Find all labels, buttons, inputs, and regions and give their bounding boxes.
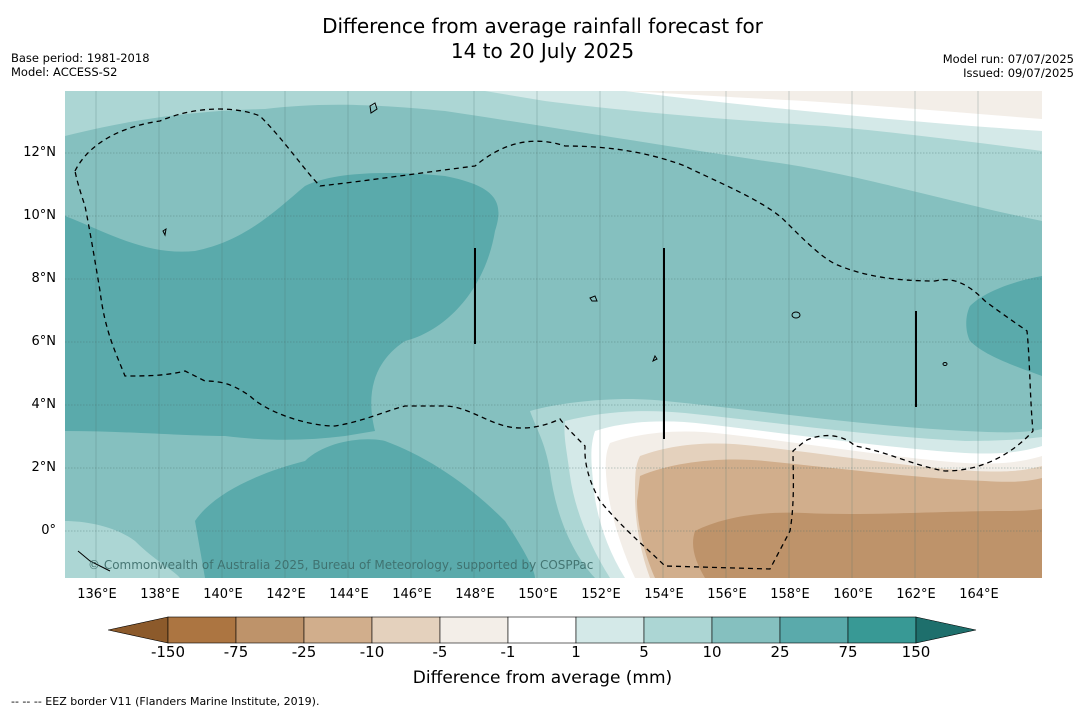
lon-label: 154°E xyxy=(644,587,684,602)
colorbar-tick-label: 150 xyxy=(901,643,931,661)
model-run: Model run: 07/07/2025 xyxy=(942,52,1074,66)
colorbar-bin xyxy=(711,616,781,644)
colorbar-svg xyxy=(107,616,977,644)
lon-label: 148°E xyxy=(455,587,495,602)
title-line-1: Difference from average rainfall forecas… xyxy=(322,14,763,38)
lon-label: 158°E xyxy=(770,587,810,602)
lat-label: 6°N xyxy=(31,334,57,349)
colorbar-tick-label: 1 xyxy=(571,643,581,661)
colorbar-bin xyxy=(303,616,373,644)
footnote: -- -- -- EEZ border V11 (Flanders Marine… xyxy=(11,695,320,708)
map-title: Difference from average rainfall forecas… xyxy=(0,14,1085,64)
lon-label: 156°E xyxy=(707,587,747,602)
colorbar xyxy=(107,616,978,648)
lat-label: 10°N xyxy=(23,208,56,223)
eez-border xyxy=(74,108,1034,570)
colorbar-tick-label: -75 xyxy=(223,643,249,661)
lon-label: 136°E xyxy=(77,587,117,602)
colorbar-extend-high xyxy=(915,616,977,644)
colorbar-tick-label: -25 xyxy=(291,643,317,661)
colorbar-bin xyxy=(235,616,305,644)
colorbar-bin xyxy=(439,616,509,644)
colorbar-bin xyxy=(779,616,849,644)
colorbar-tick-label: 75 xyxy=(838,643,858,661)
lon-label: 162°E xyxy=(896,587,936,602)
lon-label: 144°E xyxy=(329,587,369,602)
colorbar-tick-label: 25 xyxy=(770,643,790,661)
colorbar-tick-label: -1 xyxy=(500,643,516,661)
lat-label: 8°N xyxy=(31,271,57,286)
map-canvas xyxy=(65,91,1042,578)
colorbar-tick-label: -5 xyxy=(432,643,448,661)
colorbar-label: Difference from average (mm) xyxy=(412,668,673,688)
graticule-lat xyxy=(65,152,1042,532)
copyright-text: © Commonwealth of Australia 2025, Bureau… xyxy=(88,558,594,572)
colorbar-bin xyxy=(643,616,713,644)
colorbar-tick-label: 10 xyxy=(702,643,722,661)
issued-date: Issued: 09/07/2025 xyxy=(963,66,1074,80)
rainfall-map xyxy=(65,91,1042,578)
lon-label: 138°E xyxy=(140,587,180,602)
colorbar-bin xyxy=(167,616,237,644)
lon-label: 150°E xyxy=(518,587,558,602)
meta-right: Model run: 07/07/2025 Issued: 09/07/2025 xyxy=(943,52,1074,80)
lon-label: 140°E xyxy=(203,587,243,602)
colorbar-tick-label: 5 xyxy=(639,643,649,661)
colorbar-bin xyxy=(847,616,917,644)
teal-core-south xyxy=(195,439,535,578)
colorbar-bin xyxy=(507,616,577,644)
lat-label: 0° xyxy=(41,523,56,538)
colorbar-extend-low xyxy=(107,616,169,644)
base-period: Base period: 1981-2018 xyxy=(11,51,150,65)
tan-band-north xyxy=(600,91,1042,119)
pale-blob-sw xyxy=(65,521,180,578)
title-line-2: 14 to 20 July 2025 xyxy=(450,39,635,63)
lat-label: 2°N xyxy=(31,460,57,475)
meta-left: Base period: 1981-2018 Model: ACCESS-S2 xyxy=(11,51,150,79)
lon-label: 146°E xyxy=(392,587,432,602)
lon-label: 142°E xyxy=(266,587,306,602)
lon-label: 152°E xyxy=(581,587,621,602)
dark-tan xyxy=(693,509,1042,578)
teal-core-west xyxy=(65,173,499,440)
lat-label: 4°N xyxy=(31,397,57,412)
model-name: Model: ACCESS-S2 xyxy=(11,65,118,79)
colorbar-tick-label: -150 xyxy=(150,643,186,661)
colorbar-bin xyxy=(371,616,441,644)
colorbar-tick-label: -10 xyxy=(359,643,385,661)
lon-label: 160°E xyxy=(833,587,873,602)
islands xyxy=(77,102,948,572)
lat-label: 12°N xyxy=(23,145,56,160)
colorbar-bin xyxy=(575,616,645,644)
lon-label: 164°E xyxy=(959,587,999,602)
